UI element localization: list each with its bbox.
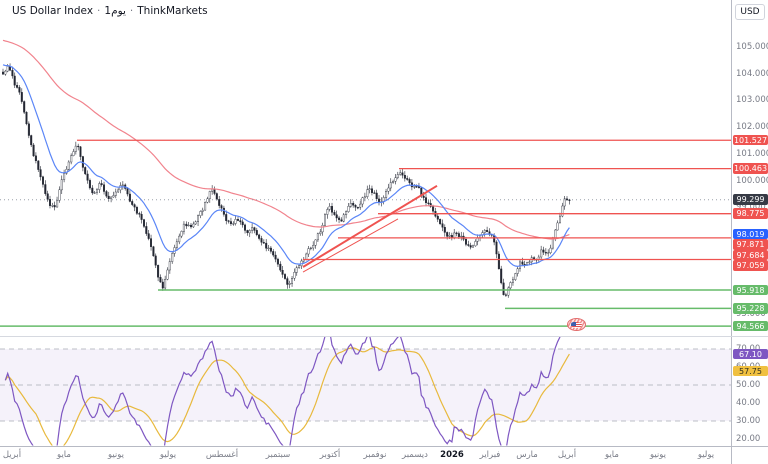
price-tick-label: 103.000 [736,95,768,106]
price-level-badge: 97.059 [733,260,768,271]
time-axis-label: يوليو [697,450,715,460]
rsi-tick-label: 30.00 [736,415,761,426]
us-flag-sticker-icon[interactable] [567,318,586,332]
time-axis[interactable]: أبريل مايو يونيو يوليو أغسطس سبتمبر أكتوبر نوفم… [0,446,731,464]
time-axis-label: ديسمبر [402,450,428,460]
currency-toggle-button[interactable]: USD [735,4,765,20]
price-pane [0,39,731,327]
rsi-ma-line[interactable] [4,346,570,446]
legend-separator: · [129,5,134,17]
time-axis-label: يونيو [649,450,667,460]
rsi-pane [0,327,731,446]
us-flag-stripes [571,322,582,329]
time-axis-label: مايو [57,450,71,460]
price-level-badge: 100.463 [733,163,768,174]
rsi-tick-label: 50.00 [736,379,761,390]
rsi-tick-label: 70.00 [736,344,760,355]
price-level-badge: 101.527 [733,134,768,146]
rsi-value-badge: 57.75 [733,365,768,377]
price-level-badge: 95.228 [733,303,768,314]
price-axis[interactable]: USD 105.000 104.000 103.000 102.000 101.000 1… [731,0,768,446]
ma-fast-line[interactable] [2,64,570,268]
time-axis-label: أبريل [2,450,22,460]
price-level-badge: 94.566 [733,320,768,332]
time-axis-label: يوليو [159,450,177,460]
axis-corner [731,446,768,464]
time-axis-year-label: 2026 [440,450,464,460]
panel-separator[interactable] [0,336,768,337]
price-level-badge: 95.918 [733,284,768,296]
price-tick-label: 105.000 [736,42,768,52]
time-axis-label: أكتوبر [319,450,341,460]
price-tick-label: 104.000 [736,68,768,79]
symbol-title: US Dollar Index [12,5,94,17]
price-level-badge: 97.684 [733,249,768,261]
time-axis-label: أغسطس [205,450,239,460]
price-level-badge: 97.871 [733,239,768,250]
source-label: ThinkMarkets [137,5,208,17]
time-axis-label: فبراير [479,450,501,460]
trendline[interactable] [302,184,438,268]
time-axis-label: نوفمبر [363,450,387,460]
price-tick-label: 99.000 [736,202,766,213]
legend-separator: · [97,5,101,17]
rsi-tick-label: 40.00 [736,397,761,408]
price-tick-label: 102.000 [736,122,768,133]
trendline[interactable] [302,218,399,273]
price-tick-label: 95.000 [736,309,766,320]
candles-layer [2,63,571,298]
rsi-value-badge: 67.10 [733,348,768,360]
us-flag-canton [571,322,576,326]
time-axis-label: أبريل [557,450,577,460]
time-axis-label: مايو [605,450,619,460]
price-level-badge: 98.019 [733,228,768,240]
price-level-badge: 98.775 [733,208,768,219]
interval-label: 1يوم [104,5,126,17]
ma-slow-line[interactable] [2,39,570,240]
time-axis-label: يونيو [107,450,125,460]
chart-legend[interactable]: US Dollar Index · 1يوم · ThinkMarkets [10,5,210,17]
rsi-tick-label: 20.00 [736,433,761,444]
price-tick-label: 101.000 [736,148,768,159]
time-axis-label: سبتمبر [265,450,291,460]
chart-canvas[interactable] [0,0,731,446]
rsi-line[interactable] [4,327,569,446]
time-axis-label: مارس [516,450,538,460]
price-level-badge: 99.299 [733,194,768,205]
price-tick-label: 100.000 [736,175,768,186]
